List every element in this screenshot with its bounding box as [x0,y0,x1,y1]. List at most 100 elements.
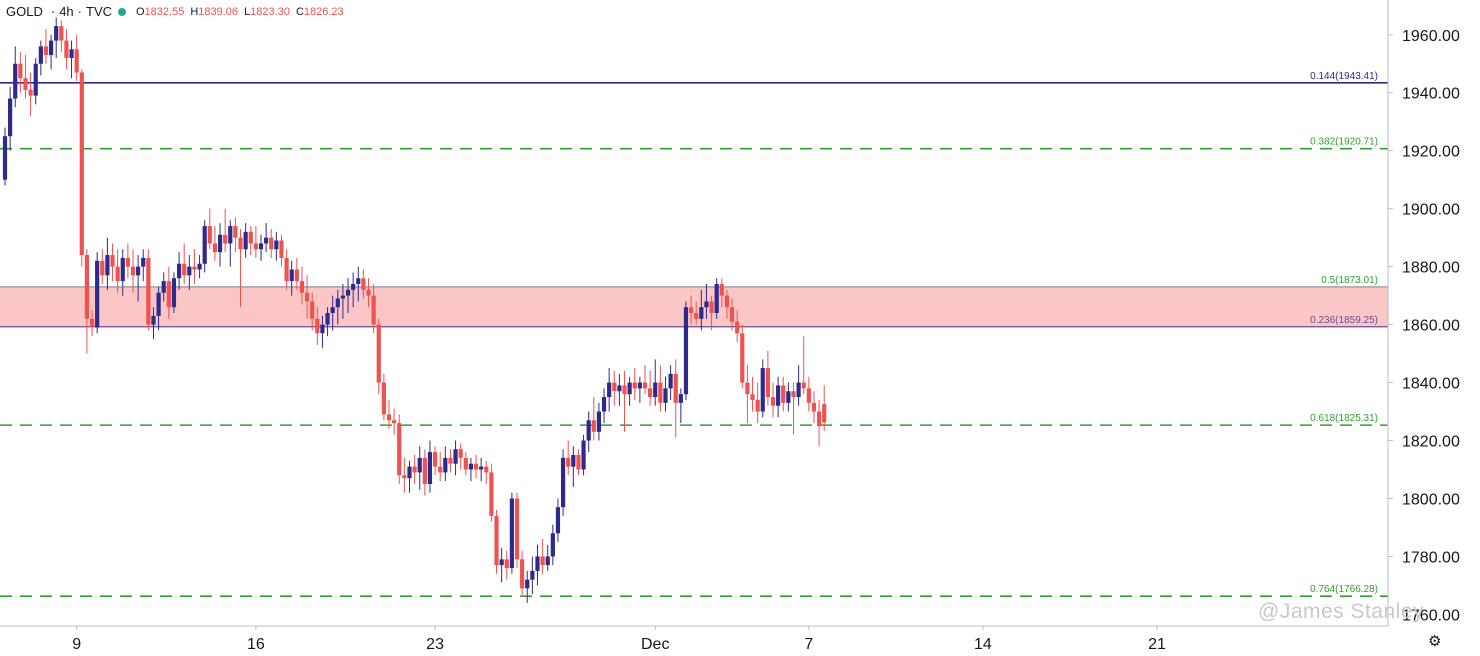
candle[interactable] [571,446,576,487]
candle[interactable] [786,382,791,412]
candle[interactable] [427,440,433,493]
candle[interactable] [550,524,555,566]
candle[interactable] [443,446,448,482]
candle[interactable] [356,266,361,302]
candle[interactable] [586,411,591,453]
candle[interactable] [100,249,105,285]
candle[interactable] [770,382,776,418]
candle[interactable] [125,243,130,279]
candle[interactable] [228,220,233,267]
candle[interactable] [182,243,187,285]
candle[interactable] [494,510,499,574]
candle[interactable] [110,243,115,282]
candle[interactable] [335,289,340,325]
candle[interactable] [8,86,13,151]
candle[interactable] [755,382,760,424]
candle[interactable] [202,220,207,273]
candle[interactable] [560,449,566,516]
candle[interactable] [2,127,8,186]
candle[interactable] [310,292,315,331]
time-axis[interactable]: 9 16 23 Dec 7 14 21 [72,626,1166,653]
candle[interactable] [484,460,489,484]
candle[interactable] [530,556,535,595]
candle[interactable] [340,284,346,319]
candle[interactable] [806,376,811,412]
candle[interactable] [361,269,366,299]
candle[interactable] [315,307,320,345]
candle[interactable] [678,388,683,424]
candle[interactable] [176,252,182,290]
candle[interactable] [371,284,376,334]
candle[interactable] [412,455,417,484]
candle[interactable] [79,69,84,267]
candle[interactable] [223,208,228,253]
candle[interactable] [632,368,637,400]
candle[interactable] [688,295,694,325]
candle[interactable] [479,457,484,482]
candle[interactable] [171,272,177,313]
candle[interactable] [161,272,166,302]
candle[interactable] [197,255,202,279]
candle[interactable] [740,324,745,389]
candle[interactable] [663,376,668,412]
candle[interactable] [166,266,171,319]
price-axis[interactable]: 1760.00 1780.00 1800.00 1820.00 1840.00 1860.… [1388,28,1460,625]
candle[interactable] [683,301,689,400]
candle[interactable] [729,298,735,331]
candle[interactable] [217,223,223,267]
candle[interactable] [432,446,438,476]
candle[interactable] [84,249,90,354]
candle[interactable] [612,370,617,406]
candle[interactable] [724,289,730,319]
candle[interactable] [141,249,146,282]
candle[interactable] [607,368,612,412]
candle[interactable] [95,252,100,334]
candle[interactable] [714,278,719,319]
candle[interactable] [694,301,699,325]
candle[interactable] [381,373,386,421]
candle[interactable] [13,46,18,108]
candle[interactable] [617,373,622,406]
candle[interactable] [89,310,95,337]
candle[interactable] [776,376,781,418]
candle[interactable] [417,446,422,490]
candle[interactable] [781,376,786,412]
candle[interactable] [719,278,724,308]
candle[interactable] [473,455,479,479]
candle[interactable] [453,440,458,476]
candle[interactable] [376,318,381,395]
candle[interactable] [366,278,371,308]
candle[interactable] [811,391,817,424]
candle[interactable] [54,17,59,58]
candle[interactable] [299,266,305,305]
candle[interactable] [115,249,120,293]
candle[interactable] [458,443,463,470]
candle[interactable] [509,492,514,574]
candle[interactable] [525,570,530,603]
candle[interactable] [274,231,279,261]
candle[interactable] [576,449,581,476]
candle[interactable] [545,544,550,571]
candle[interactable] [745,365,750,424]
candle[interactable] [801,336,806,395]
candle[interactable] [520,550,525,598]
candle[interactable] [540,539,545,574]
candle[interactable] [581,434,586,476]
candle[interactable] [642,365,648,395]
candle[interactable] [750,376,755,412]
candle[interactable] [407,460,412,493]
candle[interactable] [791,382,796,435]
candle[interactable] [596,402,602,441]
candle[interactable] [765,350,770,406]
candle[interactable] [33,57,38,105]
candle[interactable] [816,399,822,447]
candle[interactable] [668,365,673,400]
candle[interactable] [325,307,330,337]
symbol-label[interactable]: GOLD [6,4,43,19]
candle[interactable] [555,498,561,542]
candle[interactable] [330,295,335,331]
candle[interactable] [463,452,468,476]
candle[interactable] [243,223,248,258]
candle[interactable] [248,226,253,256]
